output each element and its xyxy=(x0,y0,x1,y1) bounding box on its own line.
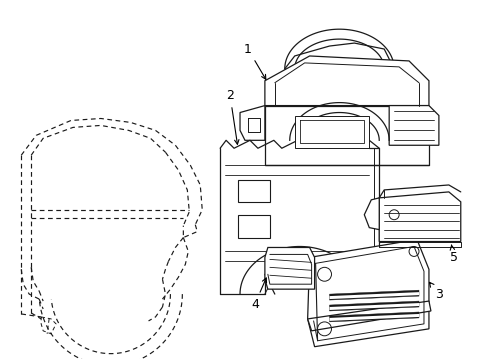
Polygon shape xyxy=(294,116,368,148)
Polygon shape xyxy=(240,105,264,140)
Polygon shape xyxy=(238,180,269,202)
Polygon shape xyxy=(329,314,418,321)
Text: 5: 5 xyxy=(449,245,457,264)
Polygon shape xyxy=(364,198,379,230)
Polygon shape xyxy=(264,56,428,105)
Polygon shape xyxy=(329,312,418,322)
Polygon shape xyxy=(329,301,418,311)
Text: 2: 2 xyxy=(225,89,239,144)
Text: 1: 1 xyxy=(244,42,265,79)
Polygon shape xyxy=(220,148,379,294)
Polygon shape xyxy=(329,290,418,300)
Polygon shape xyxy=(264,247,314,289)
Polygon shape xyxy=(238,215,269,238)
Polygon shape xyxy=(307,301,430,331)
Polygon shape xyxy=(388,105,438,145)
Polygon shape xyxy=(379,192,460,242)
Polygon shape xyxy=(329,292,418,299)
Polygon shape xyxy=(307,239,428,347)
Text: 3: 3 xyxy=(428,282,442,301)
Text: 4: 4 xyxy=(250,278,266,311)
Polygon shape xyxy=(264,105,428,165)
Polygon shape xyxy=(329,303,418,310)
